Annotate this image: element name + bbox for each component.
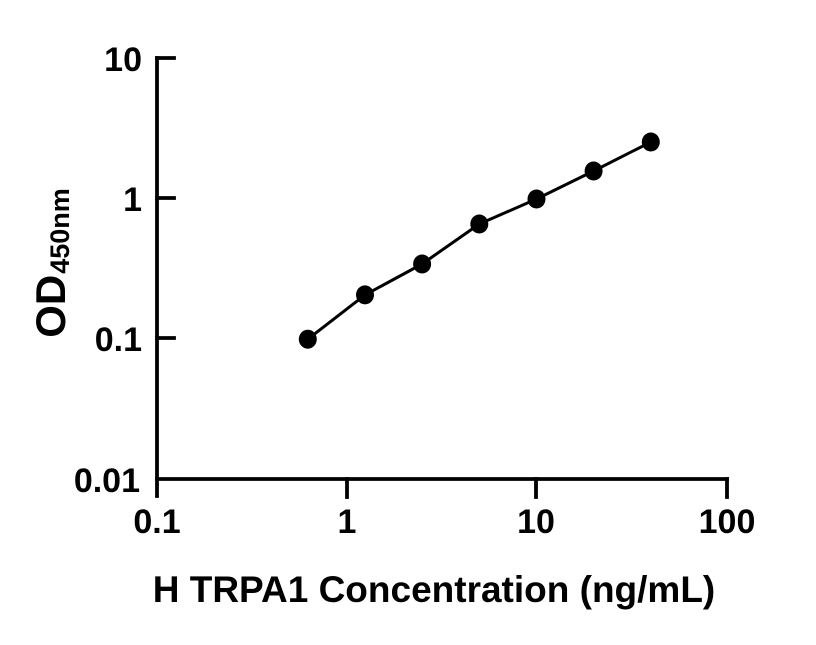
svg-text:1: 1 xyxy=(123,181,142,219)
svg-text:10: 10 xyxy=(517,503,555,541)
svg-text:1: 1 xyxy=(338,503,357,541)
svg-text:0.1: 0.1 xyxy=(95,321,142,359)
svg-text:OD450nm: OD450nm xyxy=(27,188,75,338)
svg-text:0.01: 0.01 xyxy=(74,462,140,500)
svg-text:10: 10 xyxy=(104,41,142,79)
svg-text:100: 100 xyxy=(699,503,756,541)
svg-text:H TRPA1 Concentration (ng/mL): H TRPA1 Concentration (ng/mL) xyxy=(153,569,716,610)
svg-text:0.1: 0.1 xyxy=(133,503,180,541)
